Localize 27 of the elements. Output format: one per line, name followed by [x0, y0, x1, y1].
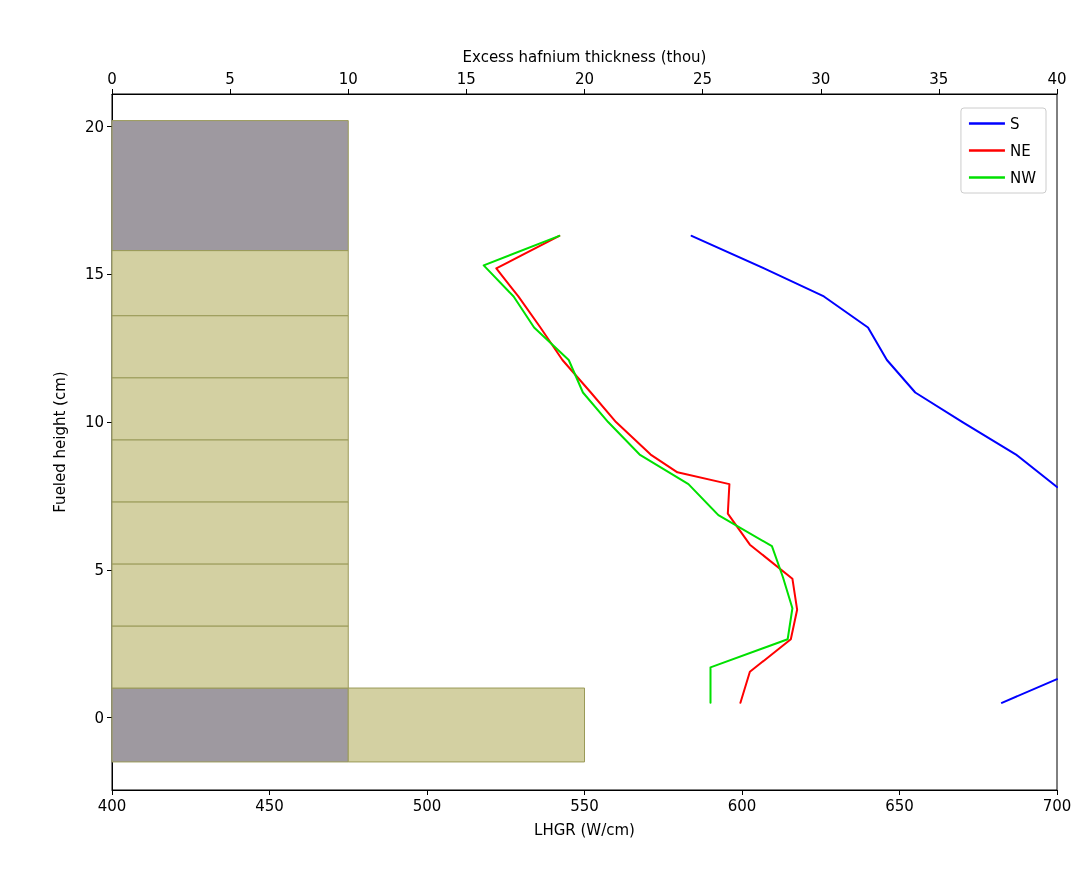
- y-axis-title: Fueled height (cm): [50, 371, 69, 513]
- x2-tick-label: 20: [574, 69, 595, 88]
- y-tick-label: 0: [94, 708, 104, 727]
- legend-label: NW: [1009, 168, 1037, 187]
- x2-tick-label: 10: [338, 69, 358, 88]
- legend-label: S: [1009, 114, 1020, 133]
- x-tick-label: 400: [97, 796, 127, 815]
- y-tick-label: 5: [94, 560, 104, 579]
- x-tick-label: 600: [727, 796, 757, 815]
- x-tick-label: 550: [570, 796, 599, 815]
- x-tick-label: 700: [1042, 796, 1072, 815]
- x-tick-label: 500: [412, 796, 442, 815]
- x2-tick-label: 40: [1047, 69, 1067, 88]
- y-tick-label: 10: [84, 413, 104, 432]
- x2-tick-label: 0: [107, 69, 117, 88]
- y-tick-label: 15: [84, 265, 104, 284]
- x2-tick-label: 5: [225, 69, 235, 88]
- x2-axis-title: Excess hafnium thickness (thou): [462, 47, 707, 66]
- x-tick-label: 650: [885, 796, 914, 815]
- y-tick-label: 20: [84, 117, 104, 136]
- x2-tick-label: 25: [693, 69, 713, 88]
- legend-label: NE: [1009, 141, 1031, 160]
- x-tick-label: 450: [255, 796, 284, 815]
- x2-tick-label: 15: [456, 69, 476, 88]
- x2-tick-label: 35: [929, 69, 949, 88]
- x2-tick-label: 30: [811, 69, 831, 88]
- x-axis-title: LHGR (W/cm): [534, 820, 635, 839]
